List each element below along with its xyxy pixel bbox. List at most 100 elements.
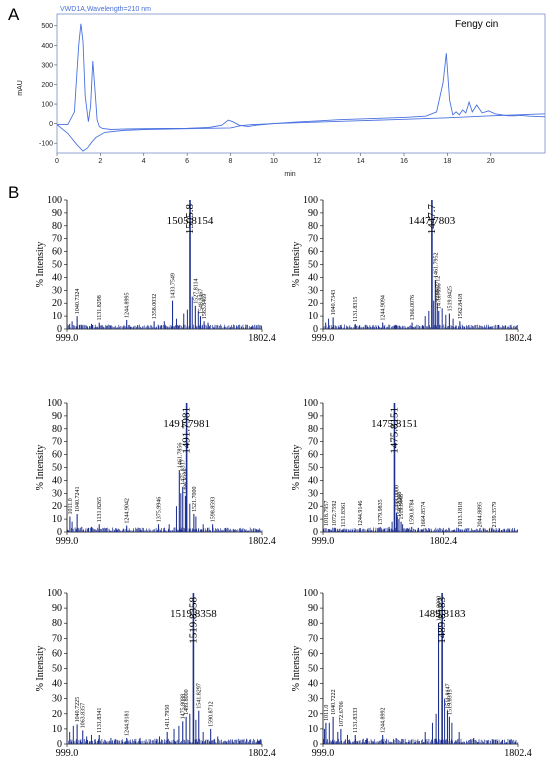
ms-x-tick-label: 999.0 xyxy=(312,536,335,547)
panel-b-letter: B xyxy=(8,183,19,202)
ms-peak-label: 1072.7592 xyxy=(332,501,338,527)
ms-peak-label: 1018.7957 xyxy=(324,501,330,527)
ms-peak-label: 1489.8000 xyxy=(184,689,190,715)
ms-y-axis-label: % Intensity xyxy=(291,646,302,692)
ms-peak-label: 1131.8265 xyxy=(97,497,103,522)
ms-y-tick-label: 30 xyxy=(308,694,318,705)
ms-peak-label: 1131.8298 xyxy=(97,295,103,320)
ms-y-tick-label: 40 xyxy=(52,475,62,486)
ms-main-peak-label-top: 1505.8 xyxy=(184,204,196,235)
chromatogram-x-tick-label: 10 xyxy=(270,158,278,165)
ms-peak-label: 1244.8995 xyxy=(125,292,131,318)
chromatogram-x-tick-label: 18 xyxy=(444,158,452,165)
ms-peak-label: 1527.8114 xyxy=(193,278,199,303)
ms-y-tick-label: 20 xyxy=(308,501,318,512)
ms-y-tick-label: 30 xyxy=(52,488,62,499)
ms-peak-label: 1131.8361 xyxy=(341,502,347,527)
ms-x-tick-label: 1802.4 xyxy=(248,748,276,759)
ms-peak-label: 1461.7952 xyxy=(433,252,439,278)
ms-peak-label: 1379.9835 xyxy=(378,499,384,525)
ms-y-tick-label: 20 xyxy=(52,709,62,720)
ms-y-tick-label: 60 xyxy=(308,247,318,258)
ms-y-tick-label: 10 xyxy=(308,724,318,735)
ms-peak-label: 1411.7950 xyxy=(165,705,171,730)
chromatogram-y-tick-label: -100 xyxy=(39,141,53,148)
ms-y-axis-label: % Intensity xyxy=(291,242,302,288)
ms-peak-label: 1590.8784 xyxy=(410,499,416,525)
ms-y-tick-label: 50 xyxy=(52,260,62,271)
ms-y-tick-label: 100 xyxy=(303,588,318,599)
ms-y-tick-label: 100 xyxy=(303,195,318,206)
ms-y-tick-label: 70 xyxy=(52,234,62,245)
ms-x-tick-label: 999.0 xyxy=(312,748,335,759)
ms-peak-label: 1598.8593 xyxy=(211,497,217,523)
ms-y-tick-label: 30 xyxy=(308,488,318,499)
ms-peak-label: 1519.8425 xyxy=(447,286,453,312)
chromatogram-y-tick-label: 400 xyxy=(41,43,53,50)
ms-y-tick-label: 20 xyxy=(52,501,62,512)
ms-y-tick-label: 60 xyxy=(52,648,62,659)
ms-peak-label: 1519.8315 xyxy=(447,689,453,715)
ms-peak-label: 1244.9181 xyxy=(125,710,131,736)
chromatogram-x-tick-label: 8 xyxy=(229,158,233,165)
ms-y-tick-label: 70 xyxy=(308,633,318,644)
ms-peak-label: 1040.7225 xyxy=(75,697,81,723)
ms-y-tick-label: 80 xyxy=(308,424,318,435)
chromatogram-x-tick-label: 0 xyxy=(55,158,59,165)
chromatogram-y-axis-label: mAU xyxy=(17,80,24,96)
ms-peak-label: 1375.9946 xyxy=(157,497,163,523)
ms-peak-label: 1011.0 xyxy=(324,705,330,721)
ms-main-peak-label-mid: 1475.8151 xyxy=(371,418,418,430)
ms-y-tick-label: 40 xyxy=(308,272,318,283)
ms-peak-label: 1244.9042 xyxy=(125,498,131,524)
ms-y-tick-label: 70 xyxy=(308,437,318,448)
ms-y-tick-label: 20 xyxy=(308,709,318,720)
ms-y-axis-label: % Intensity xyxy=(35,242,46,288)
chromatogram-x-tick-label: 2 xyxy=(98,158,102,165)
fengycin-annotation: Fengy cin xyxy=(455,19,498,30)
ms-peak-label: 1011.0 xyxy=(68,498,74,514)
ms-y-tick-label: 40 xyxy=(52,272,62,283)
ms-main-peak-label-mid: 1519.8358 xyxy=(170,608,217,620)
ms-peak-label: 1505.8266 xyxy=(397,492,403,518)
ms-y-tick-label: 10 xyxy=(308,311,318,322)
ms-main-peak-label-top: 1491.7981 xyxy=(181,407,193,454)
ms-peak-label: 1521.7000 xyxy=(192,486,198,512)
ms-main-peak-label-mid: 1505.8154 xyxy=(167,215,214,227)
ms-y-tick-label: 70 xyxy=(52,633,62,644)
ms-y-tick-label: 30 xyxy=(52,694,62,705)
ms-peak-label: 1244.9146 xyxy=(358,501,364,527)
ms-spectrum-5: 0 10 20 30 40 50 60 70 80 90 100 % Intensity 999.0 18… xyxy=(35,588,276,759)
ms-y-tick-label: 60 xyxy=(308,648,318,659)
ms-y-tick-label: 90 xyxy=(52,411,62,422)
ms-peak-label: 1475.7996 xyxy=(437,283,443,309)
ms-y-tick-label: 0 xyxy=(57,739,62,750)
ms-spectrum-6: 0 10 20 30 40 50 60 70 80 90 100 % Intensity 999.0 18… xyxy=(291,588,532,759)
ms-peak-label: 1590.8712 xyxy=(209,701,215,727)
chromatogram-y-tick-label: 300 xyxy=(41,62,53,69)
ms-x-tick-label: 999.0 xyxy=(56,536,79,547)
ms-y-tick-label: 80 xyxy=(308,618,318,629)
ms-peak-label: 2139.3579 xyxy=(492,502,498,528)
ms-peak-label: 1040.7222 xyxy=(331,689,337,715)
ms-y-axis-label: % Intensity xyxy=(35,646,46,692)
ms-y-tick-label: 0 xyxy=(313,324,318,335)
chromatogram-x-tick-label: 4 xyxy=(142,158,146,165)
ms-peak-label: 1541.8297 xyxy=(197,683,203,709)
ms-peak-label: 1475.8317 xyxy=(181,459,187,485)
ms-peak-label: 1040.7241 xyxy=(75,486,81,512)
ms-peak-label: 1131.8315 xyxy=(353,297,359,322)
ms-y-tick-label: 90 xyxy=(308,411,318,422)
ms-peak-label: 1664.8574 xyxy=(421,502,427,528)
ms-y-tick-label: 10 xyxy=(52,724,62,735)
ms-y-tick-label: 70 xyxy=(52,437,62,448)
ms-x-tick-label: 999.0 xyxy=(56,748,79,759)
ms-y-tick-label: 50 xyxy=(52,463,62,474)
ms-y-tick-label: 30 xyxy=(308,285,318,296)
chromatogram-x-tick-label: 6 xyxy=(185,158,189,165)
ms-y-tick-label: 10 xyxy=(52,514,62,525)
